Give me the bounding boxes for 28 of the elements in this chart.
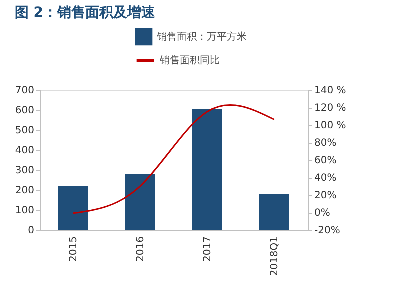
legend-label: 销售面积同比 — [159, 54, 220, 66]
y-tick-label: 600 — [15, 106, 34, 116]
y-tick-label: 0 — [28, 226, 34, 236]
y2-tick-label: 140 % — [314, 86, 346, 96]
y-tick-label: 400 — [15, 146, 34, 156]
y-tick-label: 200 — [15, 186, 34, 196]
y2-tick-label: 80% — [314, 138, 337, 149]
y-tick-label: 500 — [15, 126, 34, 136]
bar — [126, 174, 156, 230]
y-tick-label: 300 — [15, 166, 34, 176]
y2-tick-label: 40% — [314, 173, 337, 184]
bar — [58, 186, 88, 230]
y2-tick-label: -20% — [314, 226, 340, 236]
y-tick-label: 100 — [15, 206, 34, 216]
y-tick-label: 700 — [15, 86, 34, 96]
bar — [260, 194, 290, 230]
legend-label: 销售面积：万平方米 — [156, 31, 247, 43]
bar — [192, 109, 222, 230]
y2-tick-label: 0% — [314, 208, 330, 219]
chart-title: 图 2：销售面积及增速 — [14, 5, 157, 21]
y2-tick-label: 60% — [314, 156, 337, 166]
x-tick-label: 2015 — [68, 236, 80, 262]
x-tick-label: 2017 — [202, 236, 214, 262]
y2-tick-label: 20% — [314, 190, 337, 202]
x-tick-label: 2018Q1 — [270, 236, 280, 276]
x-tick-label: 2016 — [136, 236, 146, 262]
y2-tick-label: 100 % — [314, 120, 346, 132]
y2-tick-label: 120 % — [314, 103, 346, 114]
